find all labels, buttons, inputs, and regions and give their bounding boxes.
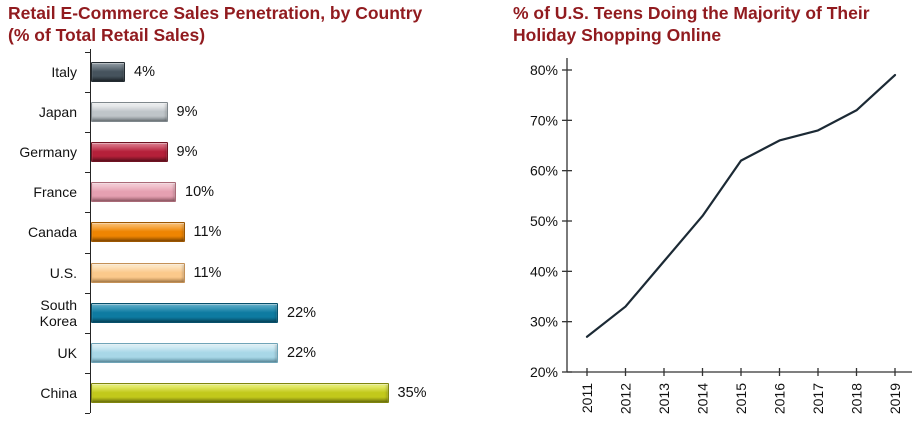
- category-label: Germany: [19, 144, 77, 161]
- bar: [91, 142, 168, 163]
- bar-value-label: 22%: [287, 344, 317, 361]
- y-axis-label: 20%: [530, 364, 558, 380]
- bar: [91, 182, 176, 203]
- x-axis-label: 2014: [695, 383, 711, 414]
- y-axis-label: 50%: [530, 213, 558, 229]
- category-axis-tick: [85, 172, 90, 174]
- bar: [91, 382, 389, 403]
- category-axis-tick: [85, 412, 90, 414]
- category-label: Canada: [27, 224, 77, 241]
- category-axis-tick: [85, 292, 90, 294]
- bar-value-label: 10%: [185, 184, 215, 201]
- category-label: France: [33, 184, 77, 201]
- x-axis-label: 2019: [887, 383, 903, 414]
- bar-chart-title-line2: (% of Total Retail Sales): [8, 24, 206, 45]
- line-chart-title: % of U.S. Teens Doing the Majority of Th…: [513, 3, 913, 46]
- x-axis-label: 2017: [810, 383, 826, 414]
- bar-value-label: 22%: [287, 304, 317, 321]
- y-axis-label: 60%: [530, 163, 558, 179]
- bar-row: Germany 9%: [0, 132, 480, 172]
- bar: [91, 222, 185, 243]
- category-label: UK: [57, 344, 77, 361]
- y-axis-label: 80%: [530, 62, 558, 78]
- bar-row: U.S. 11%: [0, 253, 480, 293]
- x-axis-label: 2012: [618, 383, 634, 414]
- y-axis-label: 40%: [530, 263, 558, 279]
- line-chart-title-line2: Holiday Shopping Online: [513, 24, 722, 45]
- category-axis-tick: [85, 52, 90, 53]
- category-label: South Korea: [39, 296, 77, 329]
- category-axis-tick: [85, 372, 90, 374]
- bar-chart-title: Retail E-Commerce Sales Penetration, by …: [8, 3, 488, 46]
- bar-value-label: 4%: [134, 64, 155, 81]
- bar-value-label: 9%: [176, 144, 198, 161]
- bar-chart-plot: Italy 4% Japan 9% Germany 9% France 10% Canada 11…: [0, 49, 480, 414]
- bar: [91, 62, 125, 83]
- bar: [91, 262, 185, 283]
- bar-value-label: 35%: [397, 384, 427, 401]
- line-chart-plot: 20% 30% 40% 50% 60% 70% 80% 2011 2012 2013 2014 201…: [530, 58, 912, 414]
- bar-chart-title-line1: Retail E-Commerce Sales Penetration, by …: [8, 3, 423, 23]
- category-axis-tick: [85, 252, 90, 254]
- category-axis-tick: [85, 212, 90, 214]
- trend-line: [585, 73, 897, 338]
- bar-row: South Korea 22%: [0, 293, 480, 333]
- y-axis-label: 30%: [530, 314, 558, 330]
- x-axis-label: 2016: [772, 383, 788, 414]
- bar: [91, 102, 168, 123]
- x-axis-label: 2013: [656, 383, 672, 414]
- category-axis: [90, 49, 91, 413]
- bar: [91, 342, 278, 363]
- bar-row: Italy 4%: [0, 52, 480, 92]
- bar-value-label: 11%: [193, 264, 222, 281]
- bar-row: Japan 9%: [0, 92, 480, 132]
- category-axis-tick: [85, 132, 90, 134]
- x-axis-label: 2011: [579, 383, 595, 413]
- bar-value-label: 11%: [193, 224, 222, 241]
- line-chart-title-line1: % of U.S. Teens Doing the Majority of Th…: [513, 3, 870, 23]
- category-label: Japan: [38, 104, 77, 121]
- category-label: China: [40, 384, 77, 401]
- category-label: U.S.: [49, 264, 77, 281]
- bar: [91, 302, 278, 323]
- category-axis-tick: [85, 332, 90, 334]
- category-label: Italy: [51, 64, 77, 81]
- bar-row: UK 22%: [0, 333, 480, 373]
- y-axis-label: 70%: [530, 112, 558, 128]
- bar-row: Canada 11%: [0, 212, 480, 252]
- x-axis-label: 2015: [733, 383, 749, 414]
- bar-row: France 10%: [0, 172, 480, 212]
- x-axis-label: 2018: [849, 383, 865, 414]
- category-axis-tick: [85, 92, 90, 94]
- bar-value-label: 9%: [176, 104, 198, 121]
- bar-row: China 35%: [0, 373, 480, 413]
